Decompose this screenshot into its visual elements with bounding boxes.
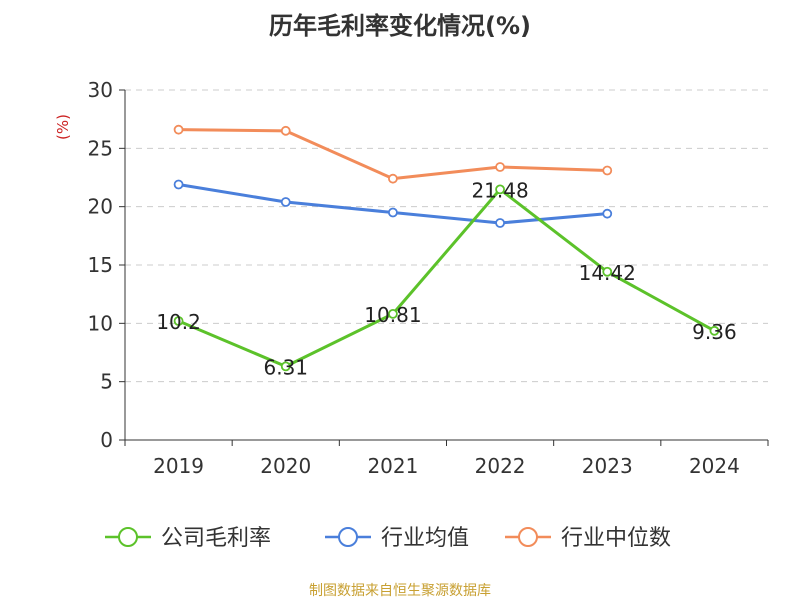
y-tick-label-5: 5: [100, 370, 113, 394]
series-2-point-2022: [495, 162, 505, 172]
y-tick-label-30: 30: [88, 78, 113, 102]
series-line-2: [178, 128, 608, 181]
legend-marker-2: [518, 527, 538, 547]
data-label-2024: 9.36: [692, 320, 737, 344]
x-tick-label-2023: 2023: [582, 454, 633, 478]
y-tick-label-15: 15: [88, 253, 113, 277]
series-0-point-2021: [388, 308, 398, 319]
x-tick-label-2021: 2021: [367, 454, 418, 478]
series-2-point-2019: [173, 124, 184, 135]
series-1-point-2020: [280, 197, 291, 207]
series-0-point-2022: [495, 184, 505, 195]
series-0-point-2024: [709, 325, 720, 336]
series-1-point-2022: [495, 218, 505, 228]
legend-label-1: 行业均值: [381, 526, 469, 551]
y-tick-label-20: 20: [88, 195, 113, 219]
series-1-point-2019: [173, 179, 184, 190]
legend-label-0: 公司毛利率: [161, 526, 271, 551]
series-1-point-2021: [388, 207, 398, 218]
data-label-2023: 14.42: [579, 261, 636, 285]
x-tick-label-2020: 2020: [260, 454, 311, 478]
data-label-2019: 10.2: [156, 310, 201, 334]
series-0-point-2020: [280, 361, 291, 372]
y-tick-label-25: 25: [88, 136, 113, 160]
chart-title: 历年毛利率变化情况(%): [269, 12, 531, 40]
x-tick-label-2019: 2019: [153, 454, 204, 478]
series-0-point-2023: [602, 266, 613, 277]
x-tick-label-2024: 2024: [689, 454, 740, 478]
data-label-2020: 6.31: [263, 355, 308, 379]
y-tick-label-10: 10: [88, 311, 113, 335]
legend-label-2: 行业中位数: [561, 526, 671, 551]
data-label-2021: 10.81: [364, 303, 421, 327]
legend-marker-0: [118, 527, 138, 547]
series-2-point-2021: [388, 173, 398, 184]
x-tick-label-2022: 2022: [475, 454, 526, 478]
y-tick-label-0: 0: [100, 428, 113, 452]
series-line-0: [177, 187, 716, 368]
data-label-2022: 21.48: [471, 178, 528, 202]
series-2-point-2023: [602, 165, 613, 176]
series-0-point-2019: [173, 316, 184, 326]
data-source-note: 制图数据来自恒生聚源数据库: [309, 583, 491, 599]
series-1-point-2023: [602, 208, 613, 219]
y-axis-label: (%): [54, 114, 72, 140]
series-2-point-2020: [280, 125, 291, 136]
legend-marker-1: [338, 527, 358, 547]
